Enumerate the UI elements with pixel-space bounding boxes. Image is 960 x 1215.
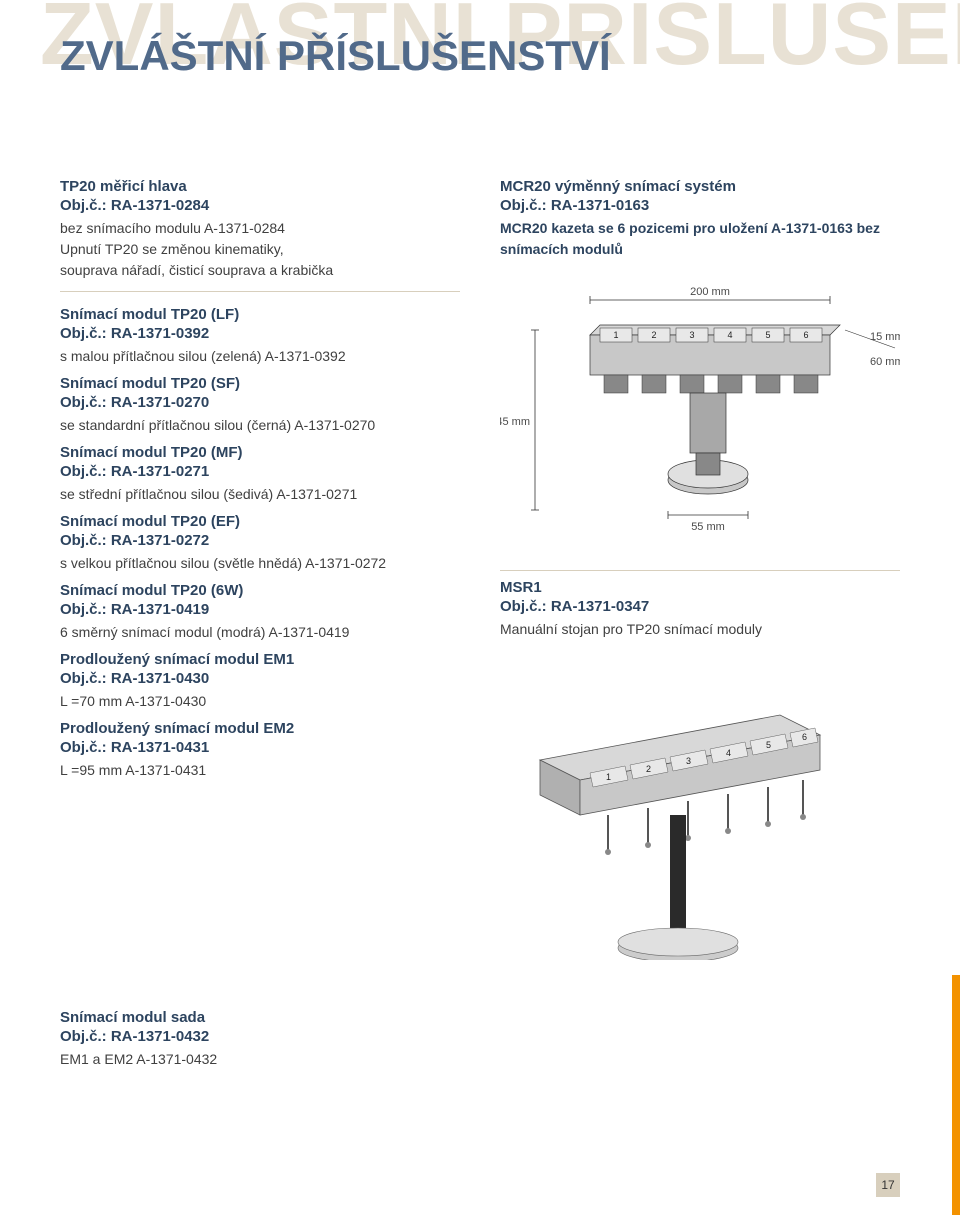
product-desc: s malou přítlačnou silou (zelená) A-1371… [60, 346, 460, 367]
product-obj: Obj.č.: RA-1371-0392 [60, 325, 460, 342]
product-desc: EM1 a EM2 A-1371-0432 [60, 1049, 460, 1070]
product-block: MCR20 výměnný snímací systém Obj.č.: RA-… [500, 170, 900, 270]
product-desc: se střední přítlačnou silou (šedivá) A-1… [60, 484, 460, 505]
svg-text:1: 1 [606, 772, 611, 782]
product-desc: Upnutí TP20 se změnou kinematiky, [60, 239, 460, 260]
product-desc: se standardní přítlačnou silou (černá) A… [60, 415, 460, 436]
product-obj: Obj.č.: RA-1371-0272 [60, 532, 460, 549]
product-desc: L =70 mm A-1371-0430 [60, 691, 460, 712]
product-block: TP20 měřicí hlava Obj.č.: RA-1371-0284 b… [60, 170, 460, 291]
product-title: MCR20 výměnný snímací systém [500, 176, 900, 197]
product-desc: 6 směrný snímací modul (modrá) A-1371-04… [60, 622, 460, 643]
svg-text:3: 3 [686, 756, 691, 766]
product-obj: Obj.č.: RA-1371-0271 [60, 463, 460, 480]
product-obj: Obj.č.: RA-1371-0419 [60, 601, 460, 618]
svg-text:1: 1 [613, 330, 618, 340]
svg-text:4: 4 [727, 330, 732, 340]
product-obj: Obj.č.: RA-1371-0284 [60, 197, 460, 214]
product-block: Snímací modul TP20 (LF) Obj.č.: RA-1371-… [60, 291, 460, 791]
svg-text:5: 5 [765, 330, 770, 340]
product-desc: souprava nářadí, čisticí souprava a krab… [60, 260, 460, 281]
svg-text:2: 2 [646, 764, 651, 774]
product-obj: Obj.č.: RA-1371-0270 [60, 394, 460, 411]
product-title: TP20 měřicí hlava [60, 176, 460, 197]
product-desc: L =95 mm A-1371-0431 [60, 760, 460, 781]
svg-text:5: 5 [766, 740, 771, 750]
product-block: Snímací modul sada Obj.č.: RA-1371-0432 … [60, 1001, 460, 1080]
svg-text:2: 2 [651, 330, 656, 340]
product-desc: s velkou přítlačnou silou (světle hnědá)… [60, 553, 460, 574]
product-obj: Obj.č.: RA-1371-0432 [60, 1028, 460, 1045]
svg-text:4: 4 [726, 748, 731, 758]
svg-text:6: 6 [803, 330, 808, 340]
side-accent [952, 975, 960, 1215]
mcr20-diagram: 200 mm 145 mm 15 mm 60 mm [500, 280, 900, 540]
svg-text:60 mm: 60 mm [870, 356, 900, 368]
product-desc: MCR20 kazeta se 6 pozicemi pro uložení A… [500, 218, 900, 260]
page-number: 17 [876, 1173, 900, 1197]
product-title: Snímací modul TP20 (MF) [60, 442, 460, 463]
product-obj: Obj.č.: RA-1371-0163 [500, 197, 900, 214]
product-title: Prodloužený snímací modul EM2 [60, 718, 460, 739]
svg-text:200 mm: 200 mm [690, 286, 730, 298]
product-title: Snímací modul TP20 (6W) [60, 580, 460, 601]
product-obj: Obj.č.: RA-1371-0431 [60, 739, 460, 756]
product-desc: bez snímacího modulu A-1371-0284 [60, 218, 460, 239]
bottom-block: Snímací modul sada Obj.č.: RA-1371-0432 … [60, 1001, 460, 1080]
product-title: Snímací modul TP20 (EF) [60, 511, 460, 532]
product-title: MSR1 [500, 577, 900, 598]
svg-text:6: 6 [802, 732, 807, 742]
svg-text:145 mm: 145 mm [500, 416, 530, 428]
product-obj: Obj.č.: RA-1371-0430 [60, 670, 460, 687]
left-column: TP20 měřicí hlava Obj.č.: RA-1371-0284 b… [60, 170, 460, 791]
svg-text:55 mm: 55 mm [691, 521, 725, 533]
product-title: Snímací modul sada [60, 1007, 460, 1028]
product-title: Snímací modul TP20 (SF) [60, 373, 460, 394]
product-obj: Obj.č.: RA-1371-0347 [500, 598, 900, 615]
svg-text:15 mm: 15 mm [870, 331, 900, 343]
msr1-diagram: 1 2 3 4 5 6 [500, 680, 860, 960]
product-desc: Manuální stojan pro TP20 snímací moduly [500, 619, 900, 640]
product-desc-text: MCR20 kazeta se 6 pozicemi pro uložení A… [500, 220, 880, 257]
product-title: Snímací modul TP20 (LF) [60, 304, 460, 325]
right-column: MCR20 výměnný snímací systém Obj.č.: RA-… [500, 170, 900, 791]
svg-text:3: 3 [689, 330, 694, 340]
product-title: Prodloužený snímací modul EM1 [60, 649, 460, 670]
product-block: MSR1 Obj.č.: RA-1371-0347 Manuální stoja… [500, 570, 900, 650]
